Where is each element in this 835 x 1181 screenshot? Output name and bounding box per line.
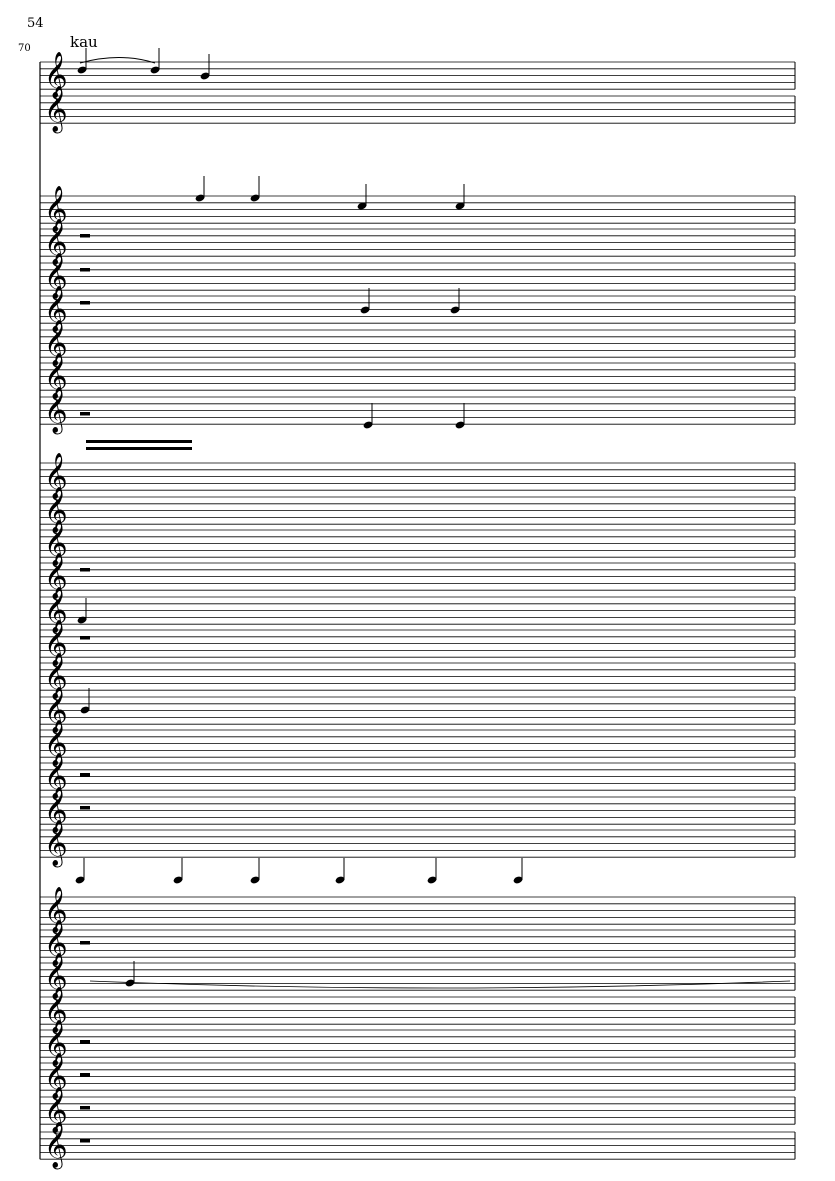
treble-clef-icon: 𝄞 [44,1020,68,1068]
treble-clef-icon: 𝄞 [44,219,68,267]
rest-icon [80,941,90,945]
rest-icon [80,268,90,272]
notehead [80,706,90,714]
treble-clef-icon: 𝄞 [44,86,68,134]
notehead [455,421,465,429]
beam [86,440,192,443]
notehead [150,66,160,74]
treble-clef-icon: 𝄞 [44,887,68,935]
treble-clef-icon: 𝄞 [44,520,68,568]
rest-icon [80,806,90,810]
notehead [450,306,460,314]
notehead [195,194,205,202]
treble-clef-icon: 𝄞 [44,487,68,535]
rest-icon [80,1040,90,1044]
notehead [455,202,465,210]
notehead [125,979,135,987]
rest-icon [80,234,90,238]
treble-clef-icon: 𝄞 [44,553,68,601]
treble-clef-icon: 𝄞 [44,286,68,334]
treble-clef-icon: 𝄞 [44,587,68,635]
treble-clef-icon: 𝄞 [44,387,68,435]
treble-clef-icon: 𝄞 [44,453,68,501]
treble-clef-icon: 𝄞 [44,653,68,701]
tie [79,57,156,64]
notehead [357,202,367,210]
treble-clef-icon: 𝄞 [44,720,68,768]
treble-clef-icon: 𝄞 [44,1122,68,1170]
treble-clef-icon: 𝄞 [44,753,68,801]
treble-clef-icon: 𝄞 [44,253,68,301]
beam [86,447,192,450]
rest-icon [80,1073,90,1077]
notehead [363,421,373,429]
notehead [75,876,85,884]
rest-icon [80,1139,90,1143]
treble-clef-icon: 𝄞 [44,52,68,100]
rest-icon [80,1106,90,1110]
treble-clef-icon: 𝄞 [44,1087,68,1135]
notehead [77,66,87,74]
treble-clef-icon: 𝄞 [44,953,68,1001]
treble-clef-icon: 𝄞 [44,987,68,1035]
treble-clef-icon: 𝄞 [44,787,68,835]
notehead [200,72,210,80]
notehead [513,876,523,884]
notehead [173,876,183,884]
page-number: 54 [27,16,44,31]
notehead [250,876,260,884]
rest-icon [80,773,90,777]
treble-clef-icon: 𝄞 [44,687,68,735]
treble-clef-icon: 𝄞 [44,820,68,868]
treble-clef-icon: 𝄞 [44,320,68,368]
notehead [360,306,370,314]
rest-icon [80,568,90,572]
treble-clef-icon: 𝄞 [44,186,68,234]
notehead [77,616,87,624]
notehead [335,876,345,884]
rest-icon [80,301,90,305]
measure-number: 70 [18,43,31,54]
treble-clef-icon: 𝄞 [44,620,68,668]
lyric-syllable: kau [70,33,98,51]
rest-icon [80,636,90,640]
treble-clef-icon: 𝄞 [44,353,68,401]
treble-clef-icon: 𝄞 [44,920,68,968]
notehead [250,194,260,202]
notehead [427,876,437,884]
rest-icon [80,412,90,416]
tie [89,980,791,989]
treble-clef-icon: 𝄞 [44,1053,68,1101]
